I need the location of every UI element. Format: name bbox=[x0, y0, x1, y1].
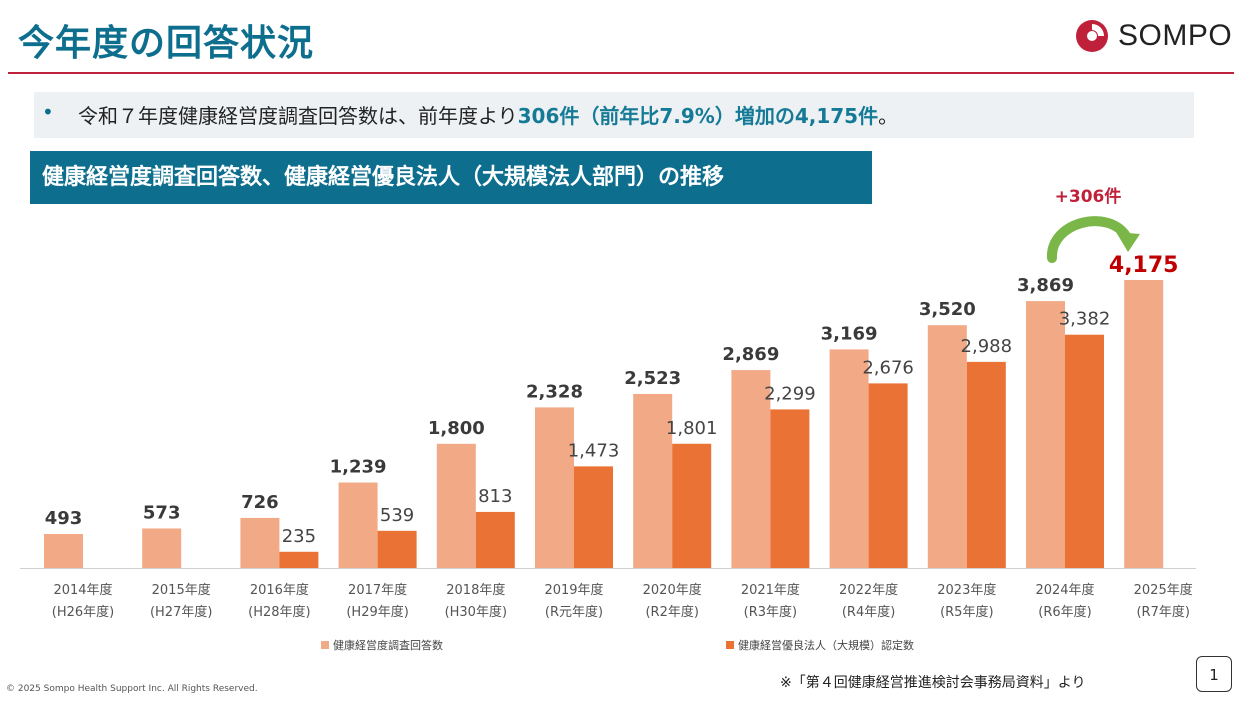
x-tick-sublabel: (R5年度) bbox=[940, 604, 993, 620]
bar-responses bbox=[535, 407, 574, 568]
logo-text: SOMPO bbox=[1118, 19, 1233, 52]
summary-text: 令和７年度健康経営度調査回答数は、前年度より306件（前年比7.9%）増加の4,… bbox=[78, 100, 898, 129]
data-label-certified: 539 bbox=[380, 505, 414, 526]
bullet-dot: • bbox=[42, 100, 54, 124]
bar-certified bbox=[672, 443, 712, 568]
data-label-certified: 1,473 bbox=[568, 440, 620, 461]
x-tick-label: 2021年度 bbox=[741, 582, 800, 598]
summary-highlight: 306件（前年比7.9%）増加の4,175件 bbox=[517, 104, 879, 128]
x-tick-sublabel: (R3年度) bbox=[744, 604, 797, 620]
legend-label-responses: 健康経営度調査回答数 bbox=[333, 638, 443, 652]
bar-responses bbox=[240, 517, 280, 568]
x-tick-label: 2022年度 bbox=[839, 582, 898, 598]
page-title: 今年度の回答状況 bbox=[18, 23, 315, 64]
summary-suffix: 。 bbox=[878, 104, 899, 128]
x-tick-label: 2015年度 bbox=[152, 582, 211, 598]
x-tick-sublabel: (H29年度) bbox=[346, 604, 408, 620]
bar-responses bbox=[436, 443, 476, 568]
bar-responses bbox=[142, 528, 182, 568]
page-number: 1 bbox=[1196, 656, 1232, 692]
x-tick-label: 2020年度 bbox=[643, 582, 702, 598]
source-note: ※「第４回健康経営推進検討会事務局資料」より bbox=[780, 675, 1086, 691]
copyright: © 2025 Sompo Health Support Inc. All Rig… bbox=[6, 684, 258, 694]
x-tick-label: 2024年度 bbox=[1035, 582, 1094, 598]
legend-label-certified: 健康経営優良法人（大規模）認定数 bbox=[738, 638, 914, 652]
x-tick-label: 2025年度 bbox=[1134, 582, 1193, 598]
sompo-logo: SOMPO bbox=[1074, 16, 1232, 56]
bar-responses bbox=[731, 370, 771, 568]
x-tick-label: 2018年度 bbox=[446, 582, 505, 598]
bar-responses bbox=[1124, 280, 1164, 568]
data-label-certified: 2,299 bbox=[764, 383, 816, 404]
legend-swatch-responses bbox=[321, 641, 329, 649]
data-label-responses: 2,869 bbox=[722, 344, 779, 365]
increase-arrow bbox=[1047, 216, 1131, 263]
bar-responses bbox=[829, 349, 869, 568]
bar-certified bbox=[770, 409, 810, 568]
data-label-responses: 2,328 bbox=[526, 381, 583, 402]
x-tick-label: 2016年度 bbox=[250, 582, 309, 598]
sompo-logo-icon bbox=[1076, 20, 1108, 52]
bar-certified bbox=[1065, 334, 1104, 568]
bar-responses bbox=[44, 533, 83, 568]
x-tick-sublabel: (H27年度) bbox=[150, 604, 212, 620]
legend-swatch-certified bbox=[726, 641, 734, 649]
data-label-responses: 3,169 bbox=[821, 323, 878, 344]
bar-responses bbox=[1026, 301, 1065, 568]
x-tick-sublabel: (H30年度) bbox=[445, 604, 507, 620]
data-label-responses: 2,523 bbox=[624, 368, 681, 389]
x-tick-label: 2019年度 bbox=[544, 582, 603, 598]
bar-certified bbox=[966, 361, 1006, 568]
bar-certified bbox=[475, 511, 515, 568]
summary-box bbox=[34, 92, 1194, 138]
bar-responses bbox=[338, 482, 378, 568]
data-label-responses: 1,800 bbox=[428, 418, 485, 439]
bar-certified bbox=[279, 551, 319, 568]
bar-certified bbox=[377, 530, 417, 568]
x-tick-label: 2017年度 bbox=[348, 582, 407, 598]
x-tick-sublabel: (R2年度) bbox=[645, 604, 698, 620]
data-label-certified: 813 bbox=[478, 486, 512, 507]
section-banner: 健康経営度調査回答数、健康経営優良法人（大規模法人部門）の推移 bbox=[30, 151, 872, 204]
x-tick-sublabel: (R元年度) bbox=[545, 604, 603, 620]
data-label-responses: 493 bbox=[45, 508, 83, 529]
x-tick-sublabel: (R6年度) bbox=[1038, 604, 1091, 620]
title-divider bbox=[8, 72, 1234, 74]
bar-certified bbox=[868, 383, 908, 568]
data-label-certified: 3,382 bbox=[1059, 309, 1111, 330]
x-tick-label: 2014年度 bbox=[53, 582, 112, 598]
bar-certified bbox=[574, 466, 613, 568]
annotation-label: +306件 bbox=[1055, 186, 1122, 207]
bar-responses bbox=[927, 325, 967, 568]
bar-responses bbox=[633, 393, 673, 568]
summary-prefix: 令和７年度健康経営度調査回答数は、前年度より bbox=[78, 104, 518, 128]
increase-arrow-head bbox=[1116, 232, 1140, 252]
data-label-responses: 726 bbox=[241, 492, 279, 513]
data-label-certified: 2,676 bbox=[862, 357, 914, 378]
x-tick-sublabel: (R7年度) bbox=[1136, 604, 1189, 620]
x-tick-sublabel: (R4年度) bbox=[842, 604, 895, 620]
x-tick-sublabel: (H26年度) bbox=[52, 604, 114, 620]
data-label-certified: 235 bbox=[282, 526, 316, 547]
x-tick-label: 2023年度 bbox=[937, 582, 996, 598]
data-label-responses: 3,520 bbox=[919, 299, 976, 320]
data-label-responses: 3,869 bbox=[1017, 275, 1074, 296]
data-label-certified: 2,988 bbox=[961, 336, 1013, 357]
x-tick-sublabel: (H28年度) bbox=[248, 604, 310, 620]
data-label-responses: 4,175 bbox=[1109, 253, 1179, 278]
data-label-responses: 1,239 bbox=[330, 457, 387, 478]
data-label-responses: 573 bbox=[143, 502, 181, 523]
data-label-certified: 1,801 bbox=[666, 418, 718, 439]
